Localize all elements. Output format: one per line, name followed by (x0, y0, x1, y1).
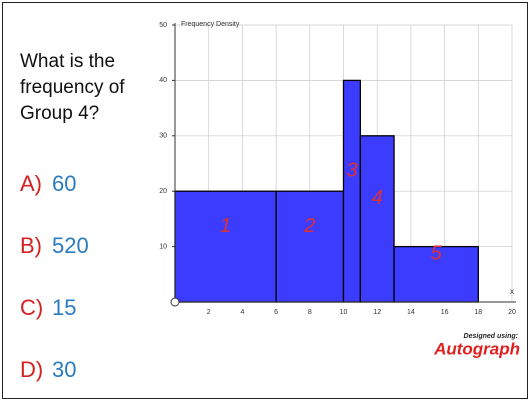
option-letter: D) (20, 357, 43, 382)
annotation: 3 (346, 159, 357, 181)
option-text: 60 (52, 171, 76, 196)
annotation: 2 (303, 215, 315, 237)
frame (2, 2, 528, 399)
bar (174, 190, 277, 303)
option-letter: B) (20, 233, 42, 258)
x-tick-label: 8 (308, 309, 312, 316)
option-text: 520 (52, 233, 89, 258)
options: A) 60 B) 520 C) 15 D) 30 (20, 171, 89, 382)
bar (342, 79, 362, 303)
option-letter: A) (20, 171, 42, 196)
x-tick-label: 6 (274, 309, 278, 316)
annotation: 4 (372, 187, 383, 209)
x-tick-label: 14 (407, 309, 415, 316)
y-axis-label: Frequency Density (181, 21, 240, 28)
x-tick-label: 12 (373, 309, 381, 316)
origin (170, 297, 180, 307)
x-tick-label: 4 (240, 309, 244, 316)
x-axis-label: x (510, 287, 514, 296)
y-tick-label: 10 (159, 243, 167, 250)
x-tick-label: 20 (508, 309, 516, 316)
bar (359, 135, 395, 303)
x-tick-label: 18 (474, 309, 482, 316)
option-text: 15 (52, 295, 76, 320)
question-line: frequency of (20, 77, 125, 98)
credit-caption: Designed using: (464, 333, 518, 340)
question-line: What is the (20, 51, 115, 72)
bar (275, 190, 345, 303)
bar (393, 245, 479, 303)
x-tick-label: 2 (207, 309, 211, 316)
y-tick-label: 40 (159, 77, 167, 84)
question-line: Group 4? (20, 103, 99, 124)
x-tick-label: 16 (441, 309, 449, 316)
credit-brand: Autograph (433, 339, 520, 358)
y-tick-label: 50 (159, 22, 167, 29)
option-letter: C) (20, 295, 43, 320)
y-tick-label: 30 (159, 133, 167, 140)
y-tick-label: 20 (159, 188, 167, 195)
annotation: 5 (431, 243, 443, 265)
x-tick-label: 10 (340, 309, 348, 316)
option-text: 30 (52, 357, 76, 382)
annotation: 1 (220, 215, 231, 237)
